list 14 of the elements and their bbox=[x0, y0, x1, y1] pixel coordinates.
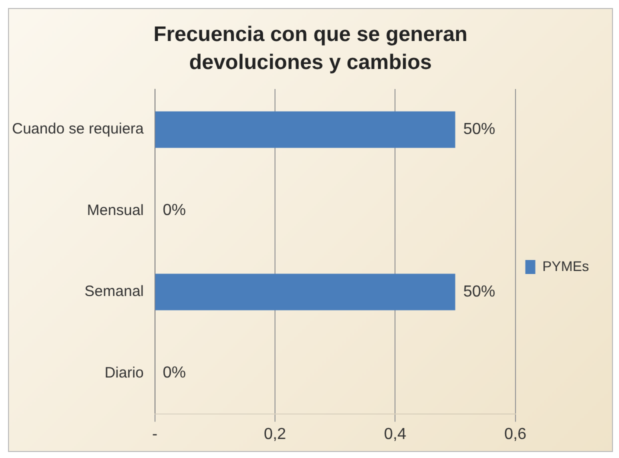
data-label: 50% bbox=[463, 121, 496, 138]
x-tick-label: - bbox=[152, 426, 158, 443]
chart-title: Frecuencia con que se generan devoluciones y cambios bbox=[152, 22, 468, 76]
x-tick-label: 0,6 bbox=[504, 426, 527, 443]
y-tick-label: Diario bbox=[104, 364, 144, 382]
data-label: 0% bbox=[162, 202, 186, 220]
data-label: 0% bbox=[162, 364, 186, 382]
legend-label: PYMEs bbox=[542, 258, 590, 274]
x-tick-label: 0,4 bbox=[384, 426, 406, 443]
y-tick-label: Semanal bbox=[84, 283, 144, 300]
x-tick-label: 0,2 bbox=[264, 426, 286, 443]
y-tick-label: Cuando se requiera bbox=[12, 120, 144, 138]
y-tick-label: Mensual bbox=[87, 202, 144, 219]
data-label: 50% bbox=[463, 283, 496, 300]
